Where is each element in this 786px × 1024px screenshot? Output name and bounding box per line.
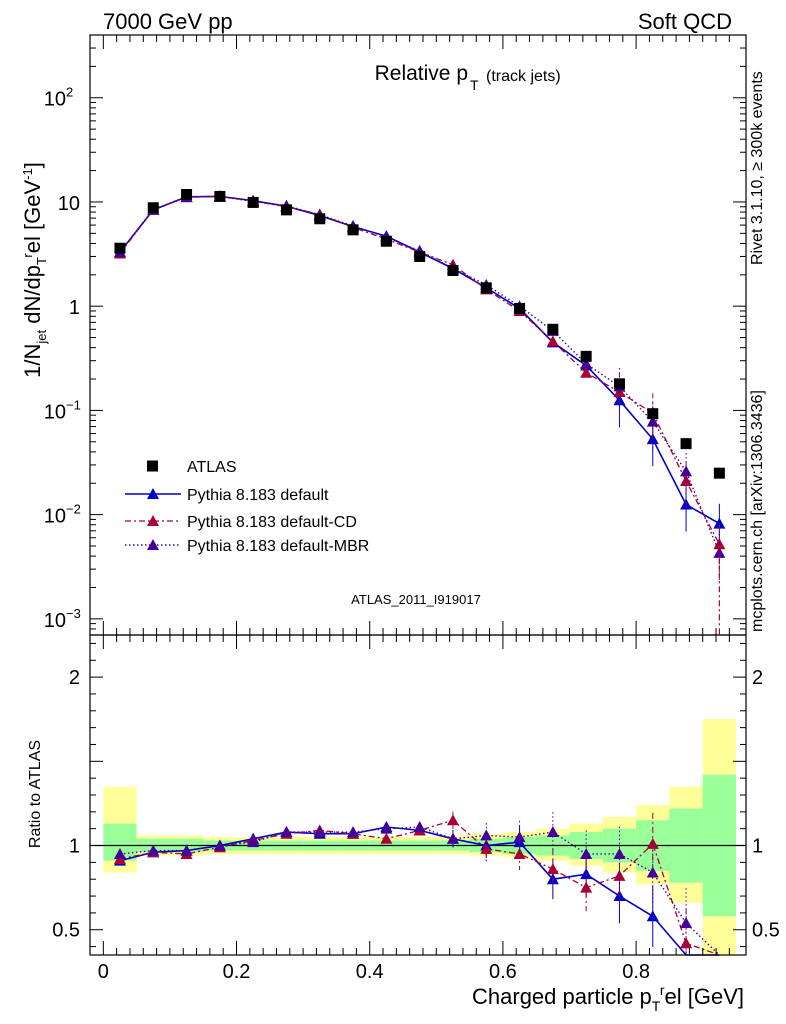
main-point-cd-14 [580, 366, 593, 378]
main-point-atlas-5 [280, 204, 292, 216]
main-point-atlas-9 [414, 250, 426, 262]
main-point-atlas-10 [447, 265, 459, 277]
ratio-point-mbr-12 [513, 831, 526, 843]
main-point-atlas-18 [713, 467, 725, 479]
ratio-ytick-label-right-0: 0.5 [752, 920, 780, 942]
ratio-point-cd-8 [380, 832, 393, 844]
ratio-point-cd-10 [446, 814, 459, 826]
main-ytick-label-5: 102 [44, 85, 73, 111]
legend-label-3: Pythia 8.183 default-MBR [187, 538, 369, 555]
main-ylabel: 1/Njet dN/dpTrel [GeV-1] [20, 162, 49, 378]
xtick-label-3: 0.6 [489, 961, 517, 983]
x-axis-title: Charged particle pTrel [GeV] [472, 982, 744, 1014]
ratio-point-mbr-0 [113, 847, 126, 859]
ratio-ytick-label-right-2: 2 [752, 667, 763, 689]
ratio-point-mbr-17 [680, 917, 693, 928]
main-title: Relative p [375, 62, 468, 85]
legend-marker-cd [147, 515, 159, 526]
ratio-point-mbr-4 [247, 836, 260, 848]
ratio-ytick-label-right-1: 1 [752, 836, 763, 858]
main-point-atlas-13 [547, 323, 559, 335]
main-point-atlas-16 [647, 408, 659, 420]
main-point-atlas-15 [613, 378, 625, 390]
ratio-point-cd-17 [680, 937, 693, 949]
legend-label-1: Pythia 8.183 default [187, 487, 329, 504]
main-title-suffix: (track jets) [486, 68, 561, 85]
main-point-cd-15 [613, 386, 626, 398]
main-title-subscript: T [470, 77, 479, 93]
ratio-point-default-16 [646, 910, 659, 922]
header-process-label: Soft QCD [638, 9, 732, 34]
ratio-point-mbr-11 [480, 829, 493, 841]
ratio-ytick-label-left-0: 0.5 [52, 920, 80, 942]
ratio-point-mbr-14 [580, 847, 593, 859]
ratio-point-cd-14 [580, 881, 593, 893]
main-point-atlas-17 [680, 438, 692, 450]
ratio-point-cd-16 [646, 837, 659, 849]
main-point-atlas-7 [347, 224, 359, 236]
main-point-mbr-16 [646, 415, 659, 427]
main-point-atlas-1 [147, 202, 159, 214]
ratio-point-cd-13 [546, 863, 559, 875]
ratio-point-mbr-5 [280, 826, 293, 838]
main-point-atlas-11 [480, 282, 492, 294]
main-ytick-label-0: 10−3 [44, 606, 81, 632]
main-point-cd-13 [546, 335, 559, 347]
main-point-mbr-18 [713, 546, 726, 558]
main-point-atlas-12 [514, 303, 526, 315]
legend-marker-default [147, 488, 159, 499]
ratio-point-mbr-7 [347, 826, 360, 838]
ratio-ytick-label-left-2: 2 [69, 667, 80, 689]
rivet-version-label: Rivet 3.1.10, ≥ 300k events [749, 71, 766, 265]
svg-text:1/Njet dN/dpTrel [GeV-1]: 1/Njet dN/dpTrel [GeV-1] [20, 162, 49, 378]
ratio-point-mbr-10 [446, 832, 459, 844]
svg-text:Charged particle pTrel [GeV]: Charged particle pTrel [GeV] [472, 982, 744, 1014]
main-point-mbr-14 [580, 357, 593, 369]
ratio-point-mbr-9 [413, 821, 426, 832]
ratio-ylabel: Ratio to ATLAS [27, 740, 44, 848]
analysis-watermark: ATLAS_2011_I919017 [351, 592, 481, 607]
main-point-atlas-0 [114, 242, 126, 254]
main-point-default-18 [713, 517, 726, 529]
main-point-atlas-3 [214, 190, 226, 202]
legend-marker-atlas [147, 460, 158, 472]
ratio-ytick-label-left-1: 1 [69, 836, 80, 858]
ratio-point-mbr-2 [180, 844, 193, 856]
main-ytick-label-2: 10−1 [44, 397, 81, 423]
ratio-point-cd-11 [480, 842, 493, 854]
main-point-cd-17 [680, 475, 693, 487]
ratio-point-mbr-16 [646, 866, 659, 878]
main-point-mbr-17 [680, 465, 693, 477]
main-point-atlas-2 [181, 188, 193, 200]
legend-label-0: ATLAS [187, 459, 237, 476]
legend-label-2: Pythia 8.183 default-CD [187, 514, 357, 531]
xtick-label-4: 0.8 [622, 961, 650, 983]
legend-marker-mbr [147, 539, 159, 550]
main-ytick-label-4: 10 [58, 193, 80, 215]
ratio-point-mbr-13 [546, 826, 559, 838]
main-point-atlas-6 [314, 213, 326, 225]
legend: ATLAS Pythia 8.183 default Pythia 8.183 de… [125, 459, 369, 555]
mcplots-reference-label: mcplots.cern.ch [arXiv:1306.3436] [749, 390, 766, 632]
xtick-label-1: 0.2 [223, 961, 251, 983]
ratio-point-mbr-3 [213, 839, 226, 851]
main-point-atlas-8 [380, 235, 392, 247]
main-ytick-label-3: 1 [69, 297, 80, 319]
ratio-plot-frame [89, 634, 747, 956]
main-ytick-label-1: 10−2 [44, 502, 81, 528]
main-point-atlas-14 [580, 350, 592, 362]
ratio-point-mbr-6 [313, 826, 326, 838]
main-point-atlas-4 [247, 196, 259, 208]
ratio-point-mbr-8 [380, 822, 393, 834]
ratio-point-mbr-1 [147, 844, 160, 856]
xtick-label-0: 0 [98, 961, 109, 983]
ratio-point-mbr-15 [613, 847, 626, 859]
ratio-point-cd-12 [513, 847, 526, 859]
header-collision-label: 7000 GeV pp [103, 9, 233, 34]
xtick-label-2: 0.4 [356, 961, 384, 983]
